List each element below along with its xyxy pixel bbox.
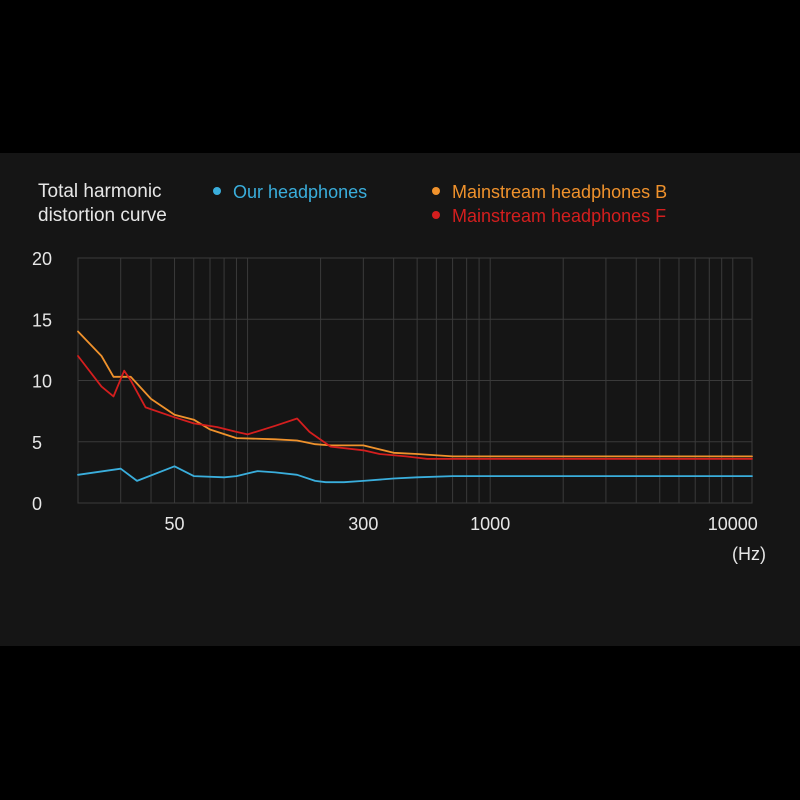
- y-tick-label: 5: [32, 433, 42, 453]
- chart-title-line: Total harmonic: [38, 181, 162, 202]
- chart-title: Total harmonic distortion curve: [38, 180, 167, 228]
- x-tick-label: 50: [165, 514, 185, 534]
- legend-label: Mainstream headphones B: [452, 182, 668, 202]
- legend-item-mainstream-f: Mainstream headphones F: [432, 204, 666, 228]
- series-line-mainstream-headphones-b: [77, 330, 753, 458]
- x-tick-label: 10000: [708, 514, 758, 534]
- y-tick-label: 0: [32, 494, 42, 514]
- y-tick-label: 10: [32, 372, 52, 392]
- chart-panel: [0, 153, 800, 646]
- legend-dot-icon: [432, 187, 440, 196]
- legend-label: Our headphones: [233, 182, 368, 202]
- series-line-our-headphones: [77, 465, 753, 484]
- y-tick-label: 20: [32, 249, 52, 269]
- legend-dot-icon: [432, 211, 440, 220]
- series-line-mainstream-headphones-f: [77, 355, 753, 460]
- legend-label: Mainstream headphones F: [452, 206, 667, 226]
- legend-dot-icon: [213, 187, 221, 196]
- y-tick-label: 15: [32, 310, 52, 330]
- x-tick-label: 1000: [470, 514, 510, 534]
- legend-item-mainstream-b: Mainstream headphones B: [432, 180, 667, 204]
- x-tick-label: 300: [348, 514, 378, 534]
- x-axis-label: (Hz): [732, 544, 766, 564]
- legend-item-our-headphones: Our headphones: [213, 180, 367, 204]
- chart-title-line: distortion curve: [38, 205, 167, 226]
